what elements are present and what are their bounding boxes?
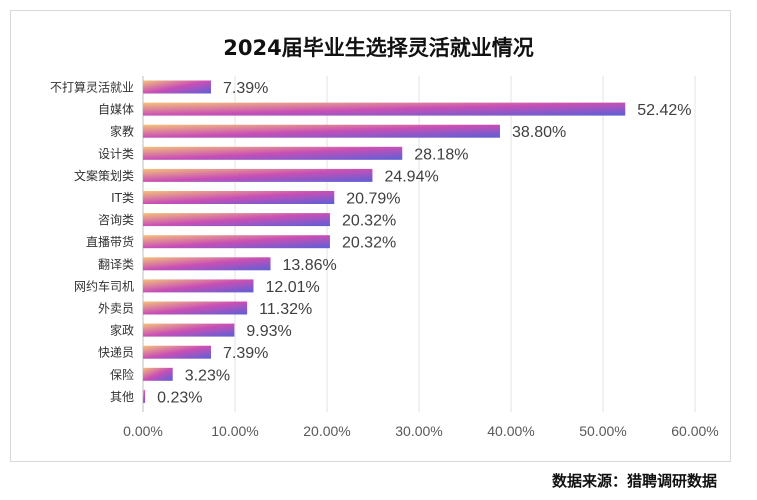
data-label: 24.94% — [384, 168, 438, 185]
y-category-label: 不打算灵活就业 — [50, 80, 134, 95]
bar — [143, 146, 403, 160]
data-label: 38.80% — [512, 124, 566, 141]
data-label: 3.23% — [185, 367, 230, 384]
bar — [143, 345, 211, 359]
x-tick-label: 20.00% — [303, 423, 350, 439]
bar — [143, 367, 173, 381]
bar — [143, 213, 330, 227]
data-label: 13.86% — [283, 257, 337, 274]
data-label: 20.79% — [346, 191, 400, 208]
data-label: 0.23% — [157, 389, 202, 406]
data-label: 28.18% — [414, 146, 468, 163]
y-category-label: 其他 — [110, 390, 134, 404]
bar — [143, 389, 146, 403]
x-tick-label: 10.00% — [211, 423, 258, 439]
bar — [143, 235, 330, 249]
bar — [143, 80, 211, 94]
y-category-label: 网约车司机 — [74, 278, 134, 293]
x-tick-label: 0.00% — [123, 423, 163, 439]
bar — [143, 323, 235, 337]
y-category-label: 家教 — [110, 124, 134, 139]
y-category-label: 直播带货 — [86, 234, 134, 249]
data-label: 7.39% — [223, 345, 268, 362]
bar — [143, 191, 335, 204]
y-category-label: 自媒体 — [98, 103, 134, 117]
y-category-label: 咨询类 — [98, 212, 134, 227]
y-category-label: 设计类 — [98, 147, 134, 161]
y-category-label: 保险 — [110, 367, 134, 382]
data-label: 12.01% — [265, 279, 319, 296]
y-category-label: 快递员 — [98, 346, 134, 360]
y-category-label: 外卖员 — [98, 302, 134, 316]
bar — [143, 124, 500, 138]
y-category-label: 家政 — [110, 323, 134, 338]
data-label: 20.32% — [342, 235, 396, 252]
x-tick-label: 30.00% — [395, 423, 442, 439]
chart-title: 2024届毕业生选择灵活就业情况 — [223, 36, 534, 60]
data-label: 20.32% — [342, 213, 396, 230]
data-label: 7.39% — [223, 80, 268, 97]
bar — [143, 102, 626, 116]
data-label: 52.42% — [637, 102, 691, 119]
bar — [143, 168, 373, 182]
x-tick-label: 40.00% — [487, 423, 534, 439]
data-label: 9.93% — [246, 323, 291, 340]
source-note: 数据来源：猎聘调研数据 — [551, 472, 717, 490]
x-tick-label: 50.00% — [579, 423, 626, 439]
y-category-label: 翻译类 — [98, 257, 134, 271]
bar — [143, 257, 271, 271]
bar — [143, 279, 254, 293]
chart-frame — [10, 10, 731, 462]
bar — [143, 301, 248, 315]
x-tick-label: 60.00% — [671, 423, 718, 439]
y-category-label: IT类 — [111, 191, 134, 205]
data-label: 11.32% — [259, 301, 312, 318]
y-category-label: 文案策划类 — [74, 168, 134, 183]
